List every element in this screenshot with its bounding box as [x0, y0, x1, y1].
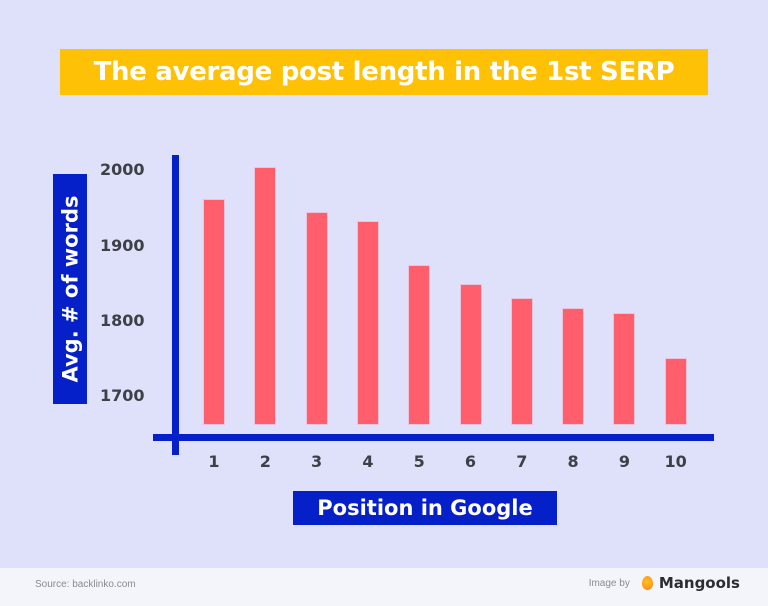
- x-tick: 7: [516, 452, 528, 471]
- credit-prefix: Image by: [588, 577, 630, 589]
- x-axis-label-box: Position in Google: [293, 491, 557, 525]
- bar-position-3: [306, 213, 327, 424]
- mangools-logo-icon: [641, 576, 653, 590]
- chart-title: The average post length in the 1st SERP: [93, 57, 675, 87]
- bar-position-5: [409, 265, 430, 424]
- y-axis-label: Avg. # of words: [58, 195, 83, 383]
- bar-position-8: [563, 308, 584, 424]
- x-axis-line: [153, 434, 714, 441]
- footer: Source: backlinko.com Image by Mangools: [0, 568, 768, 606]
- y-axis-line: [172, 155, 179, 455]
- y-tick: 1700: [100, 386, 145, 405]
- bar-position-6: [460, 285, 481, 424]
- x-tick: 5: [413, 452, 425, 471]
- x-tick: 9: [618, 452, 630, 471]
- bar-position-9: [614, 313, 635, 424]
- x-tick: 8: [567, 452, 579, 471]
- y-tick: 1900: [100, 236, 145, 255]
- title-banner: The average post length in the 1st SERP: [60, 49, 708, 95]
- image-credit: Image by Mangools: [589, 574, 740, 592]
- y-tick: 1800: [100, 311, 145, 330]
- x-axis-label: Position in Google: [317, 496, 533, 520]
- x-tick: 6: [464, 452, 477, 471]
- x-tick: 4: [362, 452, 374, 471]
- x-tick: 3: [311, 452, 323, 471]
- x-tick: 2: [259, 452, 271, 471]
- source-text: Source: backlinko.com: [35, 579, 136, 590]
- x-tick: 1: [208, 452, 220, 471]
- bar-position-10: [665, 358, 686, 424]
- bar-position-4: [357, 222, 378, 424]
- x-tick: 10: [664, 452, 687, 471]
- y-tick: 2000: [100, 160, 145, 179]
- brand-name: Mangools: [658, 574, 740, 592]
- bar-position-2: [255, 168, 276, 424]
- bar-position-1: [204, 199, 224, 424]
- bar-position-7: [511, 298, 532, 424]
- y-axis-label-box: Avg. # of words: [53, 174, 87, 404]
